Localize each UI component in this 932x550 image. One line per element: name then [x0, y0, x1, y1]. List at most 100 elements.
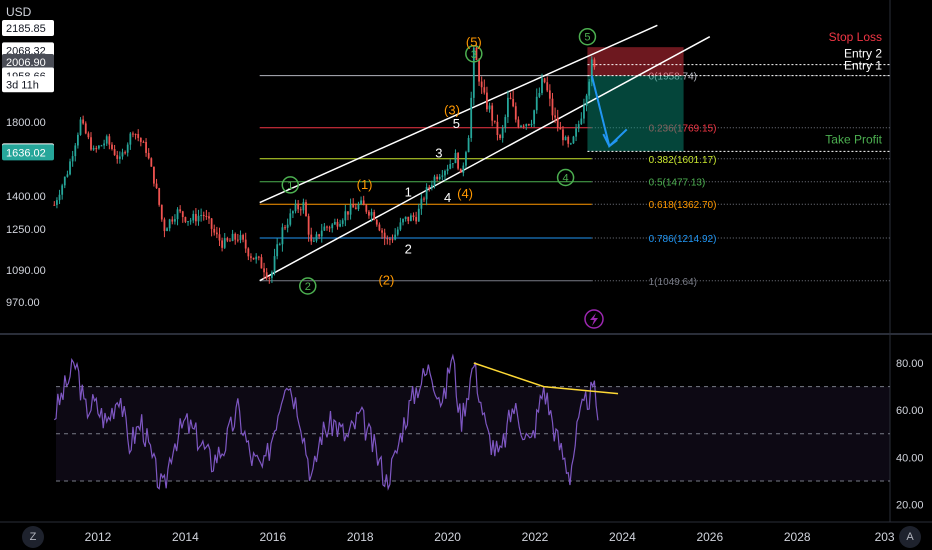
candle-body — [535, 96, 538, 111]
candle-body — [194, 213, 197, 222]
wave-label: 1 — [405, 184, 412, 199]
candle-body — [174, 219, 176, 222]
candle-body — [352, 204, 355, 208]
candle-body — [588, 81, 591, 96]
candle-body — [454, 152, 457, 164]
candle-body — [53, 204, 56, 206]
candle-body — [451, 163, 454, 165]
candle-body — [569, 143, 572, 145]
candle-body — [522, 125, 525, 127]
candle-body — [71, 156, 74, 162]
rsi-tick-label: 40.00 — [896, 452, 924, 464]
trend-channel[interactable] — [259, 24, 711, 282]
candle-body — [79, 119, 82, 135]
candle-body — [344, 211, 347, 221]
candle-body — [208, 216, 210, 219]
candle-body — [307, 216, 310, 235]
candle-body — [257, 256, 260, 258]
candle-body — [433, 176, 436, 185]
candle-body — [90, 137, 92, 150]
candle-body — [221, 240, 224, 248]
candle-body — [82, 119, 85, 124]
candle-body — [488, 105, 491, 110]
candle-body — [276, 244, 279, 257]
fib-level-label: 0.618(1362.70) — [649, 200, 717, 211]
candle-body — [559, 127, 562, 130]
candle-body — [218, 234, 221, 241]
projection-arrow[interactable] — [590, 75, 628, 148]
candle-body — [402, 219, 404, 223]
candle-body — [333, 221, 336, 225]
candle-body — [74, 145, 77, 157]
candle-body — [84, 123, 87, 134]
wave-label: 4 — [563, 173, 569, 185]
candle-body — [525, 124, 528, 127]
wave-label: 2 — [405, 242, 412, 257]
candle-body — [271, 272, 273, 278]
candle-body — [493, 120, 496, 122]
auto-scale-button[interactable]: A — [899, 526, 921, 548]
candle-body — [66, 174, 69, 177]
candle-body — [512, 98, 515, 107]
replay-button[interactable] — [584, 309, 604, 329]
price-label: 1636.02 — [6, 147, 46, 159]
candle-body — [252, 257, 255, 260]
wave-label: 4 — [444, 190, 451, 205]
candle-body — [436, 176, 439, 180]
candle-body — [575, 128, 577, 137]
wave-label: 5 — [584, 32, 590, 44]
candle-body — [134, 133, 137, 135]
candle-body — [137, 134, 140, 138]
candle-body — [562, 129, 564, 141]
fib-retracement[interactable]: 0(1958.74) 0.236(1769.15) 0.382(1601.17) 0.… — [259, 72, 890, 288]
candle-body — [69, 161, 71, 175]
candle-body — [478, 60, 480, 82]
candle-body — [577, 124, 580, 129]
candle-body — [354, 207, 357, 210]
candle-body — [459, 168, 462, 173]
wave-circle — [556, 168, 575, 187]
candle-body — [465, 152, 467, 166]
candle-body — [572, 136, 575, 144]
candle-body — [163, 219, 166, 232]
candle-body — [250, 256, 252, 258]
candle-body — [349, 204, 352, 215]
candle-body — [61, 185, 64, 195]
candle-body — [312, 240, 315, 242]
channel-upper-line — [259, 24, 658, 204]
candle-body — [399, 222, 402, 230]
candle-body — [360, 200, 362, 205]
candle-body — [97, 145, 100, 149]
candle-body — [145, 142, 147, 153]
wave-label: 5 — [453, 116, 460, 131]
candle-body — [302, 202, 305, 211]
timezone-button[interactable]: Z — [22, 526, 44, 548]
candle-body — [223, 238, 226, 248]
candle-body — [556, 117, 559, 128]
candle-body — [520, 125, 522, 127]
rsi-tick-label: 80.00 — [896, 358, 924, 370]
time-axis[interactable]: 2012 2014 2016 2018 2020 2022 2024 2026 2028 203 — [85, 530, 895, 544]
price-tick-label: 970.00 — [6, 297, 40, 309]
price-axis[interactable]: 970.00 1090.00 1250.00 1400.00 1800.00 2185.8… — [2, 20, 54, 309]
candle-body — [446, 168, 449, 171]
price-label-bg — [2, 20, 54, 36]
candle-body — [483, 87, 486, 93]
candle-body — [381, 230, 383, 233]
candle-body — [538, 92, 541, 97]
candle-body — [480, 81, 483, 88]
candle-body — [438, 176, 441, 180]
stop-zone — [587, 47, 684, 76]
time-tick-label: 2024 — [609, 530, 636, 544]
candle-body — [231, 233, 234, 241]
candle-body — [111, 144, 113, 150]
candle-body — [189, 220, 192, 222]
rsi-indicator: 80.00 60.00 40.00 20.00 — [53, 353, 924, 512]
fib-level-label: 0.382(1601.17) — [649, 155, 717, 166]
wave-circle — [299, 277, 317, 295]
arrowhead — [602, 133, 618, 148]
candle-body — [179, 209, 182, 212]
candle-body — [171, 219, 174, 222]
